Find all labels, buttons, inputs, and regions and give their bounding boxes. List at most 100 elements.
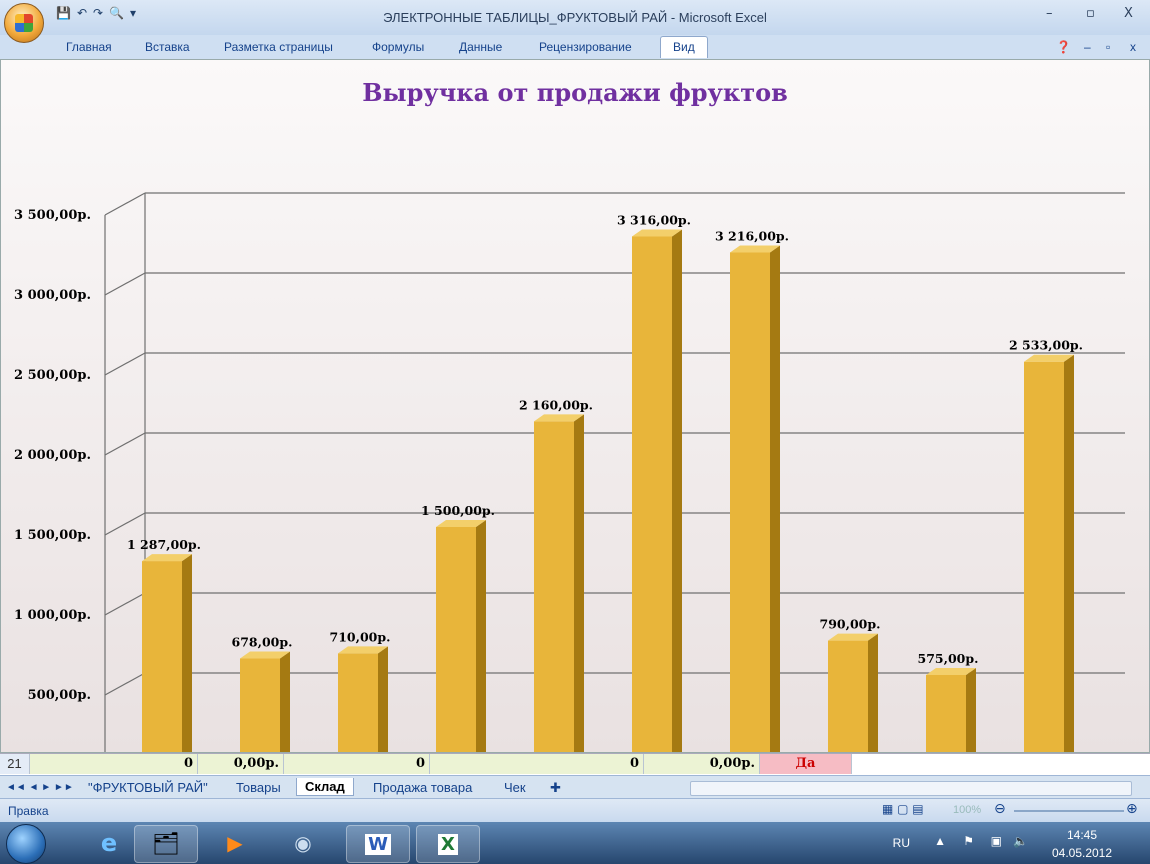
bar-side	[476, 520, 486, 752]
sheet-tab[interactable]: Чек	[504, 780, 526, 795]
sheet-tab-active[interactable]: Склад	[296, 778, 354, 796]
language-indicator[interactable]: RU	[892, 836, 910, 850]
doc-close-button[interactable]: x	[1130, 40, 1136, 54]
y-tick-label: 2 500,00р.	[14, 368, 91, 383]
tab-insert[interactable]: Вставка	[145, 40, 190, 54]
horizontal-scrollbar[interactable]	[690, 781, 1132, 796]
bar-top	[436, 520, 486, 527]
cell[interactable]: 0	[284, 754, 430, 774]
bar-side	[182, 554, 192, 752]
data-label: 1 500,00р.	[421, 503, 495, 518]
status-bar: Правка ▦ ▢ ▤ 100% ⊖ ⊕	[0, 798, 1150, 823]
media-player-icon[interactable]: ▶	[227, 831, 243, 855]
data-label: 3 316,00р.	[617, 212, 691, 227]
data-label: 3 216,00р.	[715, 228, 789, 243]
sheet-nav-buttons[interactable]: ◄◄ ◄ ► ►►	[6, 782, 74, 793]
cell[interactable]: 0,00р.	[198, 754, 284, 774]
bar-side	[1064, 354, 1074, 752]
sheet-tab[interactable]: Продажа товара	[373, 780, 473, 795]
sheet-tabs-bar: ◄◄ ◄ ► ►► "ФРУКТОВЫЙ РАЙ" Товары Склад П…	[0, 775, 1150, 799]
help-icon[interactable]: ❓	[1056, 40, 1071, 54]
ie-icon[interactable]: e	[100, 829, 118, 857]
insert-sheet-icon[interactable]: ✚	[550, 780, 561, 795]
gridline-side	[104, 592, 146, 616]
sheet-row-21: 21 0 0,00р. 0 0 0,00р. Да	[0, 753, 1150, 775]
redo-icon[interactable]: ↷	[93, 6, 104, 20]
tab-view[interactable]: Вид	[660, 36, 708, 58]
action-center-icon[interactable]: ⚑	[963, 834, 974, 848]
clock-date[interactable]: 04.05.2012	[1051, 846, 1113, 860]
window-title: ЭЛЕКТРОННЫЕ ТАБЛИЦЫ_ФРУКТОВЫЙ РАЙ - Micr…	[383, 10, 767, 25]
media-center-icon[interactable]: ◉	[294, 831, 312, 855]
doc-restore-button[interactable]: ▫	[1106, 40, 1111, 54]
y-tick-label: 2 000,00р.	[14, 448, 91, 463]
y-tick-label: 500,00р.	[28, 688, 91, 703]
bar-side	[770, 245, 780, 752]
office-button[interactable]	[4, 3, 44, 43]
network-icon[interactable]: ▣	[990, 834, 1002, 848]
tab-data[interactable]: Данные	[459, 40, 503, 54]
row-header[interactable]: 21	[0, 754, 30, 774]
zoom-in-icon[interactable]: ⊕	[1126, 801, 1138, 817]
zoom-level[interactable]: 100%	[953, 804, 982, 816]
chart-title: Выручка от продажи фруктов	[362, 78, 788, 107]
cell[interactable]: Да	[760, 754, 852, 774]
minimize-button[interactable]: –	[1046, 6, 1053, 21]
start-button[interactable]	[6, 824, 46, 864]
volume-icon[interactable]: 🔈	[1013, 834, 1028, 848]
gridline-side	[104, 352, 146, 376]
bar-top	[632, 229, 682, 237]
tab-formulas[interactable]: Формулы	[372, 40, 425, 54]
bar	[436, 527, 476, 752]
cell[interactable]: 0	[30, 754, 198, 774]
cell[interactable]: 0	[430, 754, 644, 774]
undo-icon[interactable]: ↶	[76, 6, 88, 20]
bar-top	[730, 245, 780, 253]
tab-home[interactable]: Главная	[66, 40, 112, 54]
data-label: 710,00р.	[330, 629, 391, 644]
save-icon[interactable]: 💾	[56, 6, 71, 20]
word-icon[interactable]: W	[346, 825, 410, 863]
bar	[240, 658, 280, 752]
ribbon-tabs: Главная Вставка Разметка страницы Формул…	[0, 35, 1150, 60]
bar-top	[534, 414, 584, 422]
bar-top	[142, 554, 192, 562]
view-mode-icons[interactable]: ▦ ▢ ▤	[882, 802, 924, 816]
show-hidden-icons-icon[interactable]: ▲	[934, 834, 946, 848]
chart-area[interactable]: Выручка от продажи фруктов 0,00р.500,00р…	[0, 59, 1150, 753]
close-button[interactable]: X	[1124, 6, 1133, 21]
excel-icon[interactable]: X	[416, 825, 480, 863]
bar-side	[672, 229, 682, 752]
bar-side	[868, 633, 878, 752]
clock-time[interactable]: 14:45	[1066, 828, 1098, 842]
y-tick-label: 1 000,00р.	[14, 608, 91, 623]
bar	[926, 675, 966, 752]
tab-review[interactable]: Рецензирование	[539, 40, 632, 54]
gridline-side	[104, 672, 146, 696]
bar-chart-plot: 0,00р.500,00р.1 000,00р.1 500,00р.2 000,…	[14, 192, 1125, 752]
sheet-tab[interactable]: Товары	[236, 780, 281, 795]
office-logo-icon	[15, 14, 33, 32]
bar	[534, 421, 574, 752]
gridline-side	[104, 432, 146, 456]
doc-minimize-button[interactable]: –	[1084, 40, 1091, 54]
status-mode: Правка	[8, 804, 49, 818]
print-preview-icon[interactable]: 🔍	[109, 6, 125, 20]
bar-side	[280, 651, 290, 752]
bar	[730, 252, 770, 752]
restore-button[interactable]: ▫	[1086, 6, 1095, 21]
explorer-icon[interactable]: 🗂	[134, 825, 198, 863]
y-tick-label: 3 000,00р.	[14, 288, 91, 303]
cell[interactable]: 0,00р.	[644, 754, 760, 774]
tab-page-layout[interactable]: Разметка страницы	[224, 40, 333, 54]
zoom-slider[interactable]	[1014, 810, 1124, 812]
sheet-tab[interactable]: "ФРУКТОВЫЙ РАЙ"	[88, 780, 208, 795]
bar-top	[1024, 354, 1074, 362]
bar-top	[926, 668, 976, 675]
taskbar: e 🗂 ▶ ◉ W X RU ▲ ⚑ ▣ 🔈 14:45 04.05.2012	[0, 822, 1150, 864]
bar	[828, 640, 868, 752]
qat-dropdown-icon[interactable]: ▾	[130, 6, 137, 20]
title-bar: 💾 ↶ ↷ 🔍 ▾ ЭЛЕКТРОННЫЕ ТАБЛИЦЫ_ФРУКТОВЫЙ …	[0, 0, 1150, 43]
zoom-out-icon[interactable]: ⊖	[994, 801, 1006, 817]
bar-top	[828, 633, 878, 641]
